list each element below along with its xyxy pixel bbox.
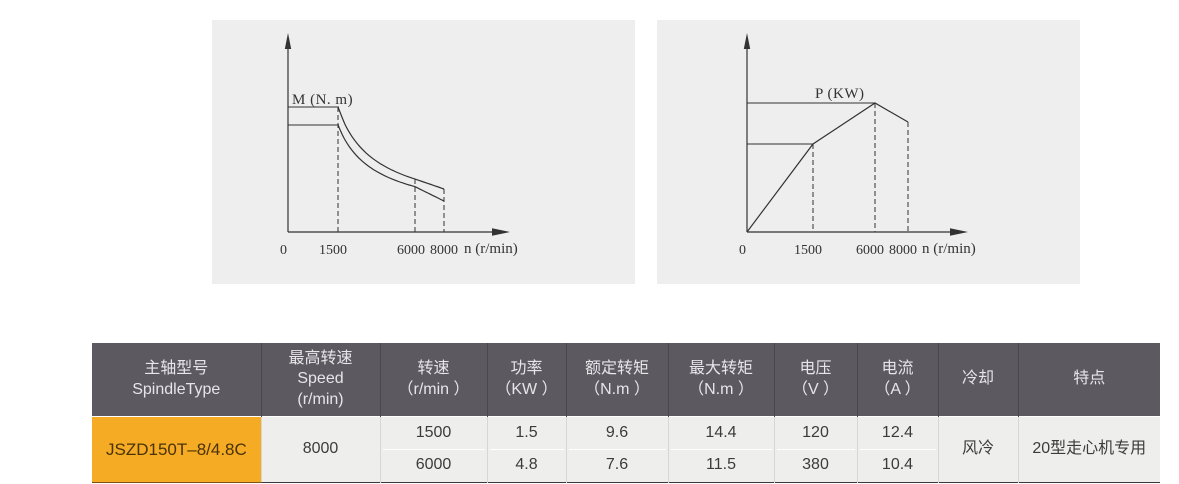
svg-text:6000: 6000 (397, 243, 425, 258)
svg-text:1500: 1500 (319, 243, 347, 258)
svg-text:0: 0 (739, 243, 746, 258)
svg-text:M (N. m): M (N. m) (292, 92, 353, 108)
svg-text:8000: 8000 (430, 243, 458, 258)
svg-text:P (KW): P (KW) (815, 86, 865, 102)
svg-text:8000: 8000 (889, 243, 917, 258)
svg-text:n (r/min): n (r/min) (922, 241, 976, 257)
svg-text:n (r/min): n (r/min) (464, 241, 518, 257)
svg-text:0: 0 (280, 243, 287, 258)
svg-text:1500: 1500 (794, 243, 822, 258)
svg-text:6000: 6000 (856, 243, 884, 258)
